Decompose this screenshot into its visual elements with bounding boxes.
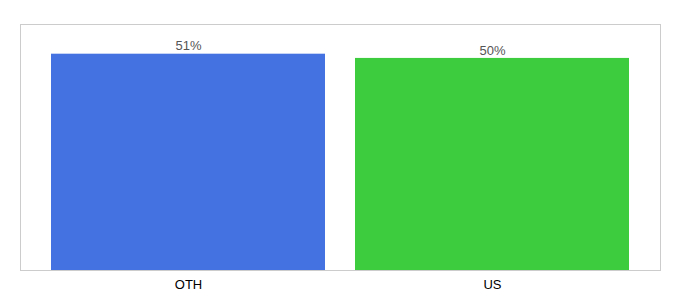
svg-text:US: US — [483, 277, 501, 292]
svg-text:51%: 51% — [175, 38, 201, 53]
svg-text:50%: 50% — [479, 43, 505, 58]
svg-text:OTH: OTH — [175, 277, 202, 292]
